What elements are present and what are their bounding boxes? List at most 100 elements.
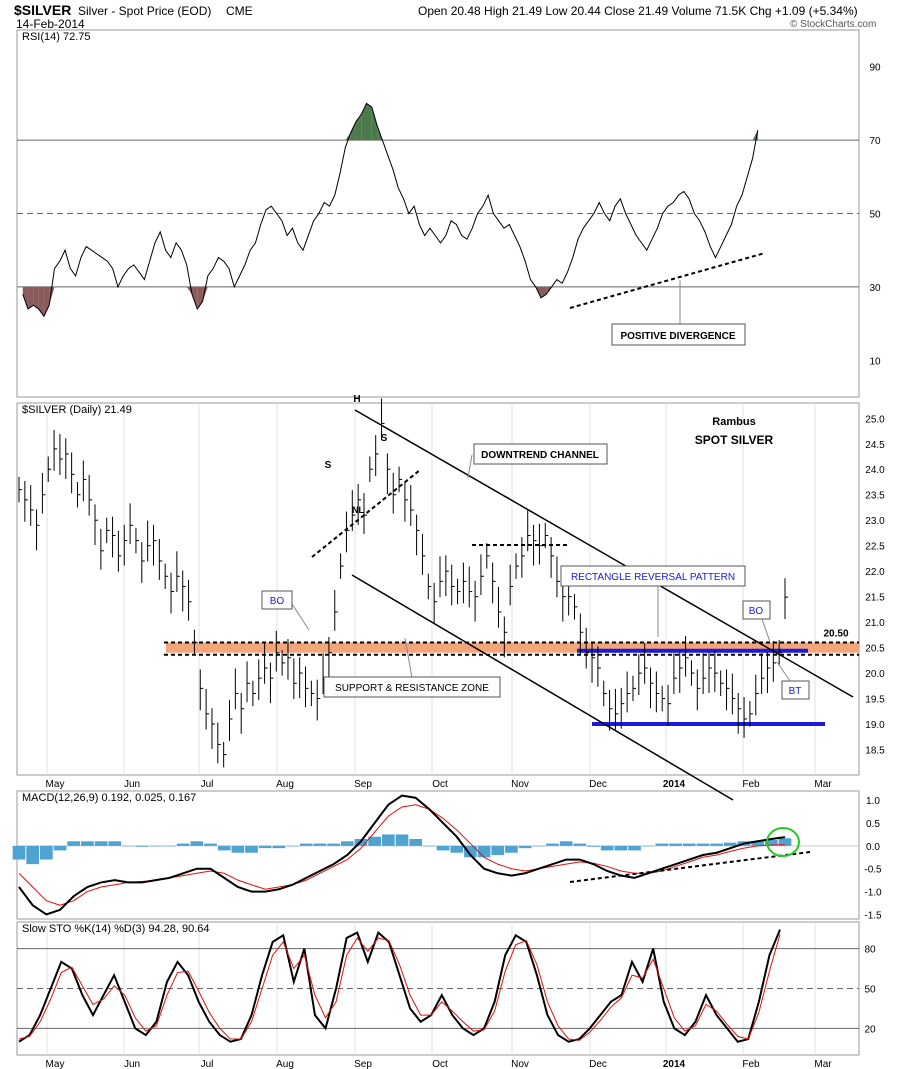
macd-histogram-bar bbox=[176, 843, 190, 846]
x-tick-label: Jul bbox=[201, 779, 214, 790]
x-tick-label: Dec bbox=[589, 779, 607, 790]
macd-tick-label: -1.0 bbox=[864, 888, 882, 899]
sto-tick-label: 20 bbox=[864, 1024, 876, 1035]
macd-histogram-bar bbox=[614, 845, 628, 851]
price-bar bbox=[205, 688, 210, 730]
panel-frame-macd bbox=[16, 790, 860, 920]
price-tick-label: 25.0 bbox=[865, 414, 885, 425]
credit-1: Rambus bbox=[712, 416, 755, 428]
price-bar bbox=[41, 472, 46, 514]
price-bar bbox=[462, 562, 467, 604]
callout-pointer bbox=[761, 618, 771, 643]
macd-histogram-bar bbox=[505, 845, 518, 853]
bo-left-label: BO bbox=[270, 596, 285, 607]
sto-d-line bbox=[18, 934, 781, 1041]
macd-histogram-bar bbox=[163, 845, 176, 847]
x-tick-label: May bbox=[46, 1059, 65, 1069]
macd-histogram-bar bbox=[217, 845, 231, 851]
callout-pointer bbox=[291, 603, 310, 631]
macd-histogram-bar bbox=[286, 845, 299, 847]
macd-histogram-bar bbox=[395, 834, 409, 846]
support-resistance-zone bbox=[166, 642, 859, 653]
price-bar bbox=[702, 653, 707, 694]
price-bar bbox=[106, 517, 110, 544]
x-tick-label: Nov bbox=[511, 1059, 529, 1069]
price-bar bbox=[468, 566, 473, 608]
price-bar bbox=[480, 554, 484, 596]
price-bar bbox=[217, 722, 221, 764]
shoulder-right-label: S bbox=[381, 433, 388, 444]
macd-histogram-bar bbox=[518, 845, 532, 849]
price-bar bbox=[457, 578, 461, 605]
price-bar bbox=[579, 613, 584, 655]
macd-histogram-bar bbox=[190, 841, 204, 846]
x-tick-label: Feb bbox=[742, 1059, 760, 1069]
macd-histogram-bar bbox=[245, 845, 258, 853]
level-label: 20.50 bbox=[823, 629, 848, 640]
macd-histogram-bar bbox=[491, 845, 505, 855]
price-bar bbox=[451, 564, 455, 606]
rsi-line bbox=[22, 102, 759, 318]
bt-label: BT bbox=[789, 686, 802, 697]
price-bar bbox=[182, 570, 186, 612]
macd-histogram-bar bbox=[40, 845, 53, 860]
x-tick-label: Jul bbox=[201, 1059, 214, 1069]
macd-histogram-bar bbox=[81, 841, 94, 846]
price-bar bbox=[357, 484, 362, 525]
macd-title: MACD(12,26,9) 0.192, 0.025, 0.167 bbox=[22, 792, 196, 804]
macd-histogram-bar bbox=[764, 839, 778, 846]
price-title: $SILVER (Daily) 21.49 bbox=[22, 404, 132, 416]
downtrend-channel-label: DOWNTREND CHANNEL bbox=[481, 450, 599, 461]
price-tick-label: 21.0 bbox=[865, 618, 885, 629]
price-tick-label: 20.5 bbox=[865, 644, 885, 655]
price-bar bbox=[30, 485, 34, 526]
x-tick-label: Mar bbox=[814, 779, 832, 790]
rsi-overbought-fill bbox=[366, 103, 372, 141]
callout-box bbox=[323, 676, 501, 698]
price-bar bbox=[246, 661, 251, 703]
sto-tick-label: 80 bbox=[864, 945, 876, 956]
price-bar bbox=[661, 685, 666, 712]
price-bar bbox=[193, 629, 198, 656]
macd-histogram-bar bbox=[477, 845, 491, 858]
macd-histogram-bar bbox=[573, 843, 587, 846]
price-bar bbox=[234, 668, 239, 710]
macd-histogram-bar bbox=[26, 845, 40, 865]
price-bar bbox=[585, 627, 590, 669]
macd-histogram-bar bbox=[340, 841, 354, 846]
price-bar bbox=[53, 430, 58, 471]
price-bar bbox=[521, 537, 525, 578]
price-bar bbox=[334, 590, 338, 631]
price-bar bbox=[497, 586, 502, 628]
price-bar bbox=[141, 542, 145, 583]
rsi-oversold-fill bbox=[202, 286, 208, 302]
price-bar bbox=[509, 564, 514, 606]
x-tick-label: Aug bbox=[276, 779, 294, 790]
price-bar bbox=[778, 639, 783, 666]
macd-histogram-bar bbox=[532, 845, 546, 847]
price-bar bbox=[211, 708, 215, 750]
price-bar bbox=[650, 667, 654, 709]
macd-histogram-bar bbox=[751, 841, 764, 846]
callout-box bbox=[261, 590, 293, 610]
price-tick-label: 24.5 bbox=[865, 440, 885, 451]
price-bar bbox=[632, 675, 636, 702]
price-bar bbox=[176, 551, 180, 593]
macd-histogram-bar bbox=[149, 845, 163, 847]
price-bar bbox=[240, 692, 245, 734]
price-bar bbox=[345, 511, 350, 553]
price-bar bbox=[188, 579, 192, 621]
callout-box bbox=[742, 600, 771, 620]
callout-box bbox=[473, 443, 608, 465]
price-bar bbox=[135, 527, 139, 554]
price-bar bbox=[18, 476, 22, 503]
price-bar bbox=[199, 669, 204, 711]
rsi-oversold-fill bbox=[541, 286, 547, 298]
price-bar bbox=[591, 641, 596, 683]
rsi-oversold-fill bbox=[197, 286, 203, 309]
rsi-oversold-fill bbox=[28, 286, 34, 309]
instrument-name: Silver - Spot Price (EOD) bbox=[78, 4, 212, 18]
price-bar bbox=[299, 657, 303, 699]
price-bar bbox=[404, 480, 408, 522]
macd-histogram-bar bbox=[559, 841, 573, 846]
